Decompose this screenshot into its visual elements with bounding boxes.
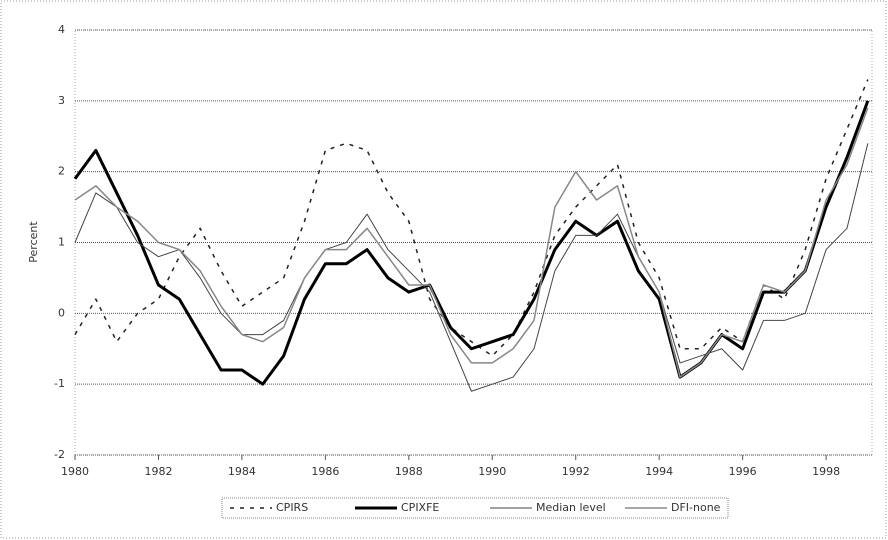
series-line — [74, 79, 869, 357]
y-tick-label: -1 — [54, 377, 65, 390]
x-tick-label: 1990 — [478, 465, 506, 478]
y-tick-label: 2 — [58, 165, 65, 178]
legend-box — [221, 497, 729, 519]
x-tick-label: 1982 — [144, 465, 172, 478]
y-tick-label: 4 — [58, 23, 65, 36]
legend-label: CPIXFE — [401, 501, 439, 514]
y-tick-label: 3 — [58, 94, 65, 107]
y-tick-label: 0 — [58, 306, 65, 319]
y-axis-label: Percent — [27, 221, 40, 263]
x-tick-label: 1988 — [395, 465, 423, 478]
series-line — [73, 100, 870, 386]
legend-label: DFI-none — [671, 501, 721, 514]
x-tick-label: 1980 — [61, 465, 89, 478]
y-tick-label: 1 — [58, 236, 65, 249]
x-tick-label: 1992 — [562, 465, 590, 478]
series-line — [74, 143, 869, 392]
x-tick-label: 1984 — [228, 465, 256, 478]
x-tick-label: 1998 — [812, 465, 840, 478]
series-line — [74, 107, 869, 378]
x-tick-label: 1994 — [645, 465, 673, 478]
x-tick-label: 1986 — [311, 465, 339, 478]
x-tick-label: 1996 — [729, 465, 757, 478]
y-tick-label: -2 — [54, 448, 65, 461]
legend-label: CPIRS — [276, 501, 308, 514]
legend-label: Median level — [536, 501, 606, 514]
